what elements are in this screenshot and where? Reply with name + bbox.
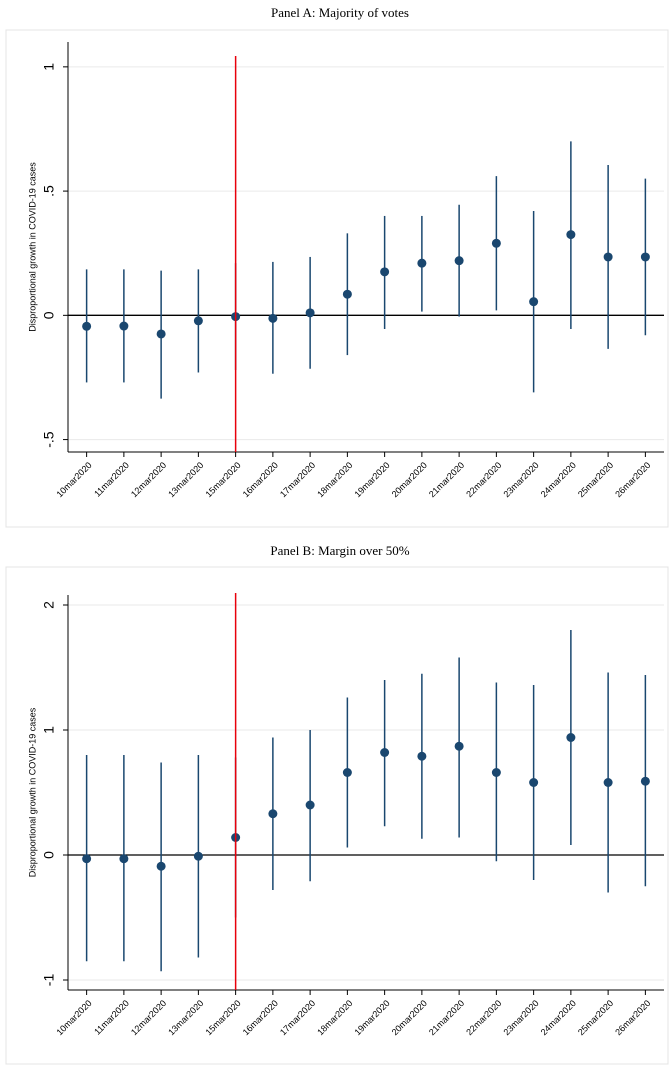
point-estimate <box>380 267 390 277</box>
point-estimate <box>640 252 650 262</box>
x-tick-label: 17mar2020 <box>278 460 317 499</box>
point-estimate <box>119 321 129 331</box>
x-tick-label: 20mar2020 <box>390 460 429 499</box>
y-axis-label: Disproportional growth in COVID-19 cases <box>27 162 37 332</box>
panel-frame <box>5 566 669 1065</box>
point-estimate <box>268 809 278 819</box>
point-estimate <box>342 768 352 777</box>
y-tick-label: 1 <box>41 726 57 734</box>
point-estimate <box>380 748 390 757</box>
y-tick-label: -1 <box>41 974 57 987</box>
x-tick-label: 23mar2020 <box>501 460 540 499</box>
point-estimate <box>454 256 464 266</box>
x-tick-label: 17mar2020 <box>278 998 317 1037</box>
point-estimate <box>193 851 203 861</box>
x-tick-label: 13mar2020 <box>166 998 205 1037</box>
x-tick-label: 20mar2020 <box>390 998 429 1037</box>
point-estimate <box>156 329 166 339</box>
point-estimate <box>529 297 539 307</box>
point-estimate <box>305 800 315 810</box>
x-tick-label: 24mar2020 <box>539 460 578 499</box>
point-estimate <box>119 854 129 864</box>
x-tick-label: 12mar2020 <box>129 998 168 1037</box>
point-estimate <box>193 316 203 326</box>
x-tick-label: 11mar2020 <box>92 998 131 1037</box>
panel-frame <box>5 29 669 528</box>
x-tick-label: 16mar2020 <box>241 460 280 499</box>
point-estimate <box>491 238 501 248</box>
y-tick-label: 0 <box>41 311 57 319</box>
panel-title: Panel B: Margin over 50% <box>270 543 409 558</box>
point-estimate <box>417 751 427 761</box>
x-tick-label: 26mar2020 <box>613 460 652 499</box>
y-tick-label: 0 <box>41 851 57 859</box>
point-estimate <box>82 321 92 331</box>
x-tick-label: 11mar2020 <box>92 460 131 499</box>
y-tick-label: -.5 <box>41 431 57 448</box>
y-tick-label: 2 <box>41 601 57 609</box>
panel-title: Panel A: Majority of votes <box>271 5 409 20</box>
x-tick-label: 25mar2020 <box>576 460 615 499</box>
point-estimate <box>268 313 278 323</box>
x-tick-label: 15mar2020 <box>203 460 242 499</box>
point-estimate <box>156 861 166 871</box>
x-tick-label: 10mar2020 <box>54 998 93 1037</box>
y-axis-label: Disproportional growth in COVID-19 cases <box>27 707 37 877</box>
x-tick-label: 25mar2020 <box>576 998 615 1037</box>
x-tick-label: 21mar2020 <box>427 460 466 499</box>
point-estimate <box>454 741 464 751</box>
point-estimate <box>82 854 92 864</box>
point-estimate <box>640 776 650 786</box>
point-estimate <box>566 733 576 742</box>
x-tick-label: 18mar2020 <box>315 460 354 499</box>
point-estimate <box>529 778 539 787</box>
x-tick-label: 22mar2020 <box>464 460 503 499</box>
x-tick-label: 21mar2020 <box>427 998 466 1037</box>
x-tick-label: 13mar2020 <box>166 460 205 499</box>
point-estimate <box>342 289 352 299</box>
point-estimate <box>491 768 501 777</box>
x-tick-label: 26mar2020 <box>613 998 652 1037</box>
x-tick-label: 10mar2020 <box>54 460 93 499</box>
x-tick-label: 24mar2020 <box>539 998 578 1037</box>
point-estimate <box>566 230 576 240</box>
point-estimate <box>603 778 613 787</box>
x-tick-label: 22mar2020 <box>464 998 503 1037</box>
x-tick-label: 19mar2020 <box>352 998 391 1037</box>
point-estimate <box>417 258 427 268</box>
x-tick-label: 18mar2020 <box>315 998 354 1037</box>
x-tick-label: 19mar2020 <box>352 460 391 499</box>
x-tick-label: 23mar2020 <box>501 998 540 1037</box>
x-tick-label: 15mar2020 <box>203 998 242 1037</box>
y-tick-label: 1 <box>41 63 57 71</box>
y-tick-label: .5 <box>41 185 57 197</box>
x-tick-label: 12mar2020 <box>129 460 168 499</box>
point-estimate <box>603 252 613 262</box>
point-estimate <box>305 308 315 318</box>
x-tick-label: 16mar2020 <box>241 998 280 1037</box>
